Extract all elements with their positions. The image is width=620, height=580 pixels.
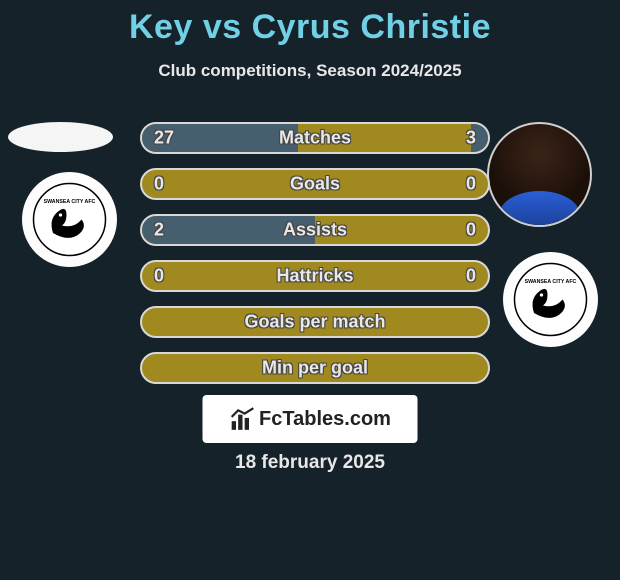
stat-row: Matches27 3 [140, 122, 490, 154]
swan-icon: SWANSEA CITY AFC [513, 262, 588, 337]
comparison-subtitle: Club competitions, Season 2024/2025 [0, 61, 620, 81]
stat-value-right: 0 [466, 220, 476, 241]
stat-row: Goals0 0 [140, 168, 490, 200]
stat-row: Hattricks0 0 [140, 260, 490, 292]
stat-value-right: 3 [466, 128, 476, 149]
stat-value-left: 0 [154, 174, 164, 195]
player-right-avatar [487, 122, 592, 227]
brand-badge: FcTables.com [203, 395, 418, 443]
chart-icon [229, 406, 255, 432]
club-badge-left: SWANSEA CITY AFC [22, 172, 117, 267]
comparison-date: 18 february 2025 [0, 452, 620, 474]
brand-text: FcTables.com [259, 408, 391, 431]
stat-row: Goals per match [140, 306, 490, 338]
club-badge-right: SWANSEA CITY AFC [503, 252, 598, 347]
player-left-avatar [8, 122, 113, 152]
stat-value-left: 27 [154, 128, 174, 149]
svg-text:SWANSEA CITY AFC: SWANSEA CITY AFC [525, 279, 577, 285]
stat-label: Assists [142, 220, 488, 241]
stat-value-right: 0 [466, 174, 476, 195]
swan-icon: SWANSEA CITY AFC [32, 182, 107, 257]
stats-container: Matches273Goals00Assists20Hattricks00Goa… [140, 122, 490, 398]
stat-label: Matches [142, 128, 488, 149]
stat-label: Min per goal [142, 358, 488, 379]
stat-value-left: 0 [154, 266, 164, 287]
stat-row: Assists2 0 [140, 214, 490, 246]
stat-value-left: 2 [154, 220, 164, 241]
stat-value-right: 0 [466, 266, 476, 287]
stat-label: Hattricks [142, 266, 488, 287]
stat-row: Min per goal [140, 352, 490, 384]
svg-text:SWANSEA CITY AFC: SWANSEA CITY AFC [44, 199, 96, 205]
comparison-title: Key vs Cyrus Christie [0, 0, 620, 47]
stat-label: Goals [142, 174, 488, 195]
stat-label: Goals per match [142, 312, 488, 333]
